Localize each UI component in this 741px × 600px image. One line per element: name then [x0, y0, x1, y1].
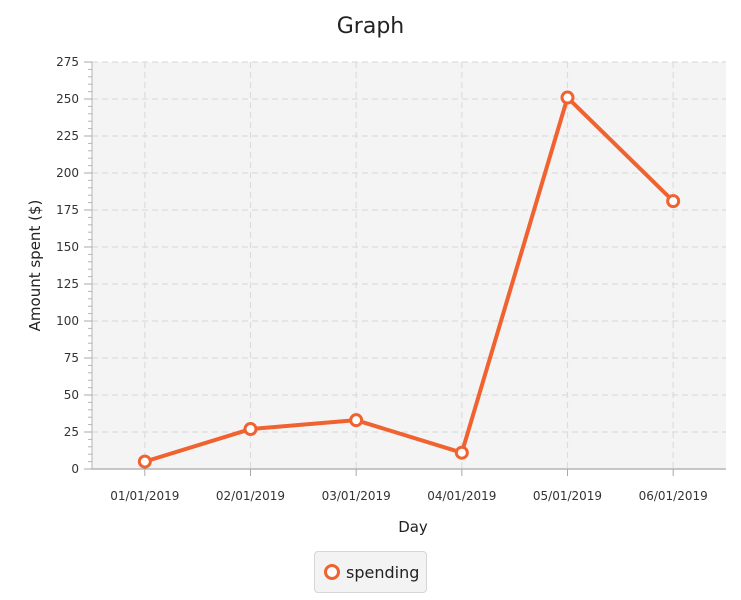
- data-point[interactable]: [560, 90, 575, 105]
- x-axis-label: Day: [398, 518, 428, 536]
- data-point[interactable]: [349, 413, 364, 428]
- y-tick-label: 100: [56, 314, 79, 328]
- legend: spending: [314, 551, 427, 593]
- y-tick-label: 200: [56, 166, 79, 180]
- y-tick-label: 0: [71, 462, 79, 476]
- y-tick-label: 250: [56, 92, 79, 106]
- y-tick-label: 175: [56, 203, 79, 217]
- x-tick-label: 04/01/2019: [427, 489, 496, 503]
- y-tick-label: 150: [56, 240, 79, 254]
- data-point[interactable]: [454, 445, 469, 460]
- x-tick-label: 03/01/2019: [322, 489, 391, 503]
- y-tick-label: 125: [56, 277, 79, 291]
- y-tick-label: 275: [56, 55, 79, 69]
- x-tick-label: 05/01/2019: [533, 489, 602, 503]
- y-tick-label: 50: [64, 388, 79, 402]
- data-point[interactable]: [137, 454, 152, 469]
- data-point[interactable]: [666, 194, 681, 209]
- legend-marker-icon: [324, 564, 340, 580]
- chart-title: Graph: [336, 14, 405, 39]
- data-point[interactable]: [243, 422, 258, 437]
- y-tick-label: 25: [64, 425, 79, 439]
- series-line-spending: [142, 95, 676, 464]
- x-tick-label: 02/01/2019: [216, 489, 285, 503]
- legend-label-spending: spending: [346, 562, 420, 582]
- y-tick-label: 75: [64, 351, 79, 365]
- x-tick-label: 01/01/2019: [110, 489, 179, 503]
- y-axis-label: Amount spent ($): [26, 200, 44, 332]
- y-tick-label: 225: [56, 129, 79, 143]
- x-tick-label: 06/01/2019: [639, 489, 708, 503]
- plot-area: [92, 62, 726, 469]
